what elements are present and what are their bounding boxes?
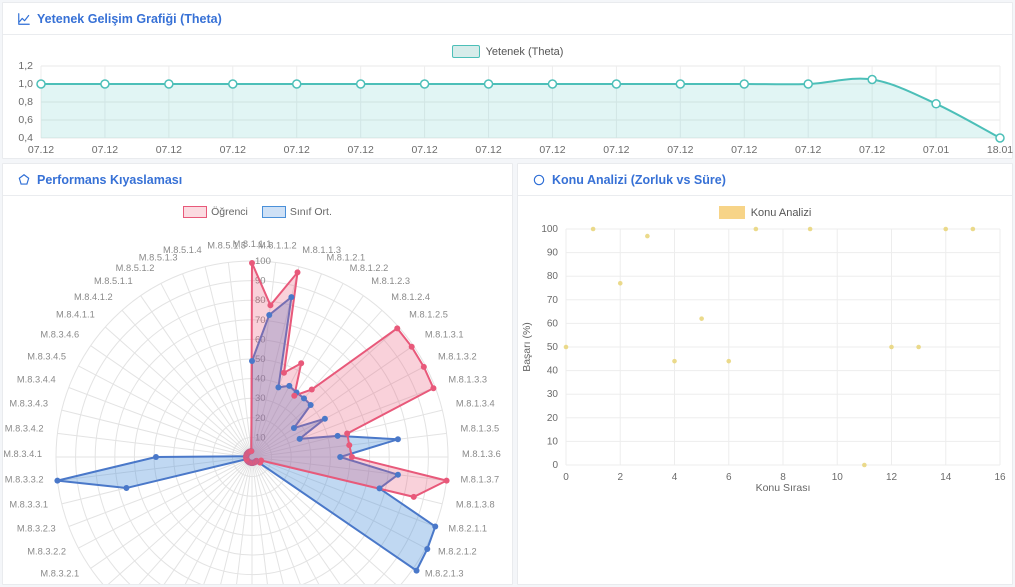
svg-text:90: 90 [547, 248, 559, 259]
svg-text:40: 40 [547, 366, 559, 377]
svg-text:M.8.1.1.2: M.8.1.1.2 [258, 241, 297, 251]
svg-text:10: 10 [832, 472, 844, 483]
svg-text:07.12: 07.12 [667, 144, 693, 156]
svg-text:12: 12 [886, 472, 898, 483]
svg-text:07.12: 07.12 [603, 144, 629, 156]
svg-text:07.12: 07.12 [92, 144, 118, 156]
svg-text:M.8.3.3.1: M.8.3.3.1 [9, 499, 48, 509]
svg-text:M.8.1.2.3: M.8.1.2.3 [371, 276, 410, 286]
svg-text:10: 10 [547, 436, 559, 447]
svg-text:M.8.1.3.4: M.8.1.3.4 [456, 399, 495, 409]
svg-text:20: 20 [547, 413, 559, 424]
svg-text:30: 30 [547, 389, 559, 400]
svg-text:6: 6 [726, 472, 732, 483]
svg-text:M.8.3.4.6: M.8.3.4.6 [40, 330, 79, 340]
svg-text:70: 70 [547, 295, 559, 306]
svg-text:60: 60 [547, 318, 559, 329]
svg-text:M.8.3.4.3: M.8.3.4.3 [9, 399, 48, 409]
svg-text:M.8.2.1.3: M.8.2.1.3 [425, 568, 464, 578]
svg-text:07.12: 07.12 [156, 144, 182, 156]
svg-text:M.8.1.2.4: M.8.1.2.4 [391, 292, 430, 302]
svg-text:07.12: 07.12 [411, 144, 437, 156]
svg-text:0,6: 0,6 [18, 114, 33, 126]
svg-text:M.8.3.4.5: M.8.3.4.5 [27, 351, 66, 361]
svg-text:1,2: 1,2 [18, 60, 33, 72]
svg-text:M.8.1.3.5: M.8.1.3.5 [460, 424, 499, 434]
svg-text:M.8.3.4.2: M.8.3.4.2 [5, 424, 44, 434]
svg-text:M.8.5.1.5: M.8.5.1.5 [207, 241, 246, 251]
svg-text:M.8.3.2.2: M.8.3.2.2 [27, 547, 66, 557]
svg-text:0,8: 0,8 [18, 96, 33, 108]
svg-text:M.8.4.1.2: M.8.4.1.2 [74, 292, 113, 302]
svg-text:M.8.3.2.3: M.8.3.2.3 [17, 523, 56, 533]
svg-text:M.8.1.3.7: M.8.1.3.7 [460, 474, 499, 484]
svg-text:M.8.1.3.2: M.8.1.3.2 [438, 351, 477, 361]
svg-text:0,4: 0,4 [18, 132, 33, 144]
svg-text:18.01: 18.01 [987, 144, 1013, 156]
svg-text:M.8.1.3.6: M.8.1.3.6 [462, 449, 501, 459]
svg-text:4: 4 [672, 472, 678, 483]
svg-text:07.12: 07.12 [859, 144, 885, 156]
svg-text:M.8.3.4.1: M.8.3.4.1 [3, 449, 42, 459]
svg-text:M.8.5.1.2: M.8.5.1.2 [116, 263, 155, 273]
svg-text:2: 2 [617, 472, 623, 483]
svg-text:M.8.2.1.2: M.8.2.1.2 [438, 547, 477, 557]
svg-text:M.8.1.3.3: M.8.1.3.3 [448, 375, 487, 385]
svg-text:80: 80 [547, 271, 559, 282]
svg-text:M.8.1.3.1: M.8.1.3.1 [425, 330, 464, 340]
svg-text:0: 0 [552, 460, 558, 471]
svg-text:Konu Sırası: Konu Sırası [756, 482, 811, 494]
svg-text:50: 50 [547, 342, 559, 353]
svg-text:M.8.2.1.1: M.8.2.1.1 [448, 523, 487, 533]
svg-text:07.12: 07.12 [475, 144, 501, 156]
svg-text:07.12: 07.12 [284, 144, 310, 156]
svg-text:14: 14 [940, 472, 952, 483]
svg-text:M.8.3.4.4: M.8.3.4.4 [17, 375, 56, 385]
svg-text:M.8.1.2.5: M.8.1.2.5 [409, 310, 448, 320]
svg-text:07.01: 07.01 [923, 144, 949, 156]
svg-text:M.8.3.2.1: M.8.3.2.1 [40, 568, 79, 578]
svg-text:M.8.3.3.2: M.8.3.3.2 [5, 474, 44, 484]
svg-text:M.8.5.1.4: M.8.5.1.4 [163, 245, 202, 255]
svg-text:07.12: 07.12 [795, 144, 821, 156]
svg-text:M.8.1.3.8: M.8.1.3.8 [456, 499, 495, 509]
svg-text:07.12: 07.12 [539, 144, 565, 156]
svg-text:M.8.4.1.1: M.8.4.1.1 [56, 310, 95, 320]
svg-text:0: 0 [563, 472, 569, 483]
svg-text:07.12: 07.12 [731, 144, 757, 156]
svg-text:Başarı (%): Başarı (%) [521, 322, 533, 372]
svg-text:07.12: 07.12 [220, 144, 246, 156]
svg-text:07.12: 07.12 [348, 144, 374, 156]
svg-text:100: 100 [541, 224, 558, 235]
svg-text:100: 100 [255, 256, 271, 267]
svg-text:M.8.5.1.1: M.8.5.1.1 [94, 276, 133, 286]
svg-text:1,0: 1,0 [18, 78, 33, 90]
svg-text:M.8.1.2.1: M.8.1.2.1 [326, 253, 365, 263]
svg-text:16: 16 [994, 472, 1006, 483]
svg-text:M.8.1.2.2: M.8.1.2.2 [350, 263, 389, 273]
svg-text:07.12: 07.12 [28, 144, 54, 156]
